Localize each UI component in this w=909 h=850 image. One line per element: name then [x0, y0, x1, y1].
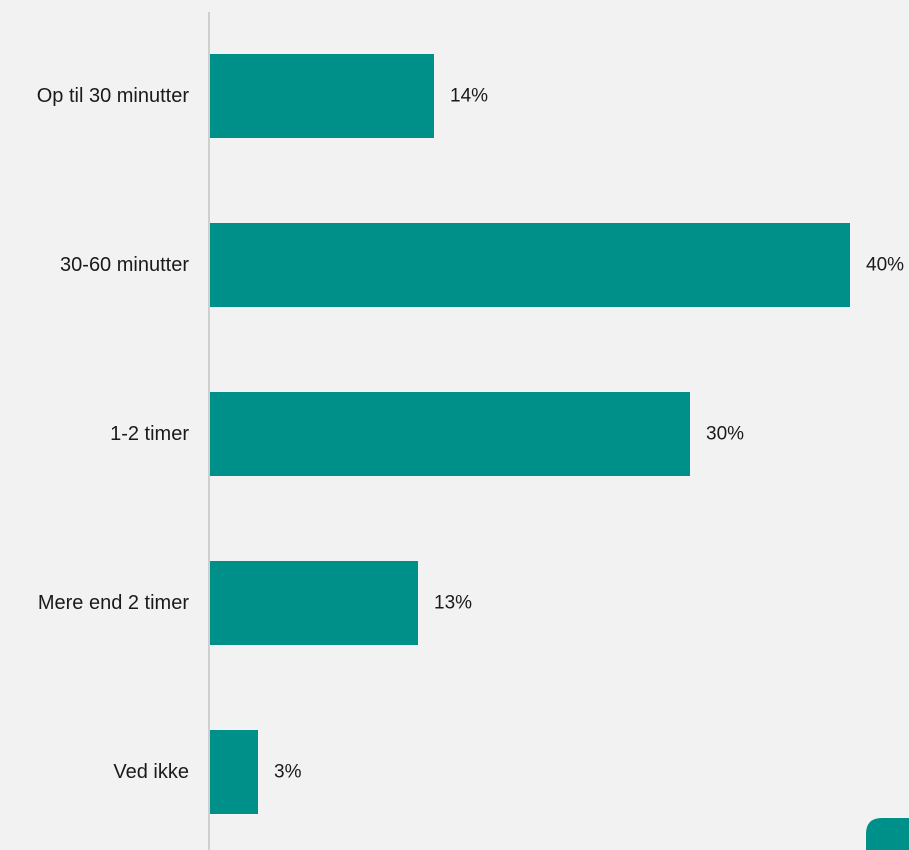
category-label-1: Op til 30 minutter [37, 85, 190, 107]
value-label-4: 13% [434, 593, 472, 614]
bar-4 [210, 561, 418, 645]
value-label-1: 14% [450, 86, 488, 107]
category-label-3: 1-2 timer [110, 423, 189, 445]
bars-group [210, 54, 850, 814]
value-label-3: 30% [706, 424, 744, 445]
value-labels-group: 14% 40% 30% 13% 3% [274, 86, 904, 783]
value-label-5: 3% [274, 762, 302, 783]
bar-3 [210, 392, 690, 476]
bar-2 [210, 223, 850, 307]
category-labels-group: Op til 30 minutter 30-60 minutter 1-2 time… [37, 85, 190, 783]
category-label-5: Ved ikke [113, 761, 189, 783]
bar-1 [210, 54, 434, 138]
value-label-2: 40% [866, 255, 904, 276]
category-label-2: 30-60 minutter [60, 254, 189, 276]
bar-5 [210, 730, 258, 814]
category-label-4: Mere end 2 timer [38, 592, 190, 614]
corner-logo-mark [866, 818, 909, 850]
